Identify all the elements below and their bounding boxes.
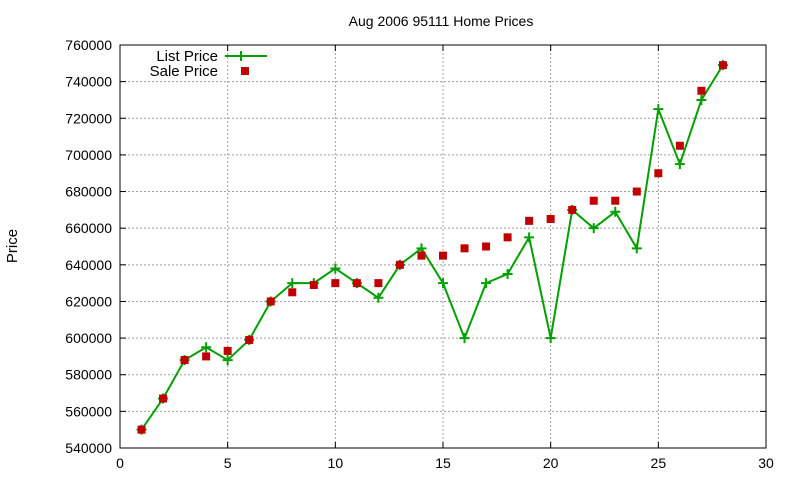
data-point-sale-price <box>288 288 297 297</box>
y-tick-label: 660000 <box>65 220 112 236</box>
data-point-list-price <box>696 94 707 105</box>
legend: List Price Sale Price <box>150 48 267 80</box>
y-tick-label: 700000 <box>65 147 112 163</box>
data-point-list-price <box>201 342 212 353</box>
data-point-list-price <box>222 355 233 366</box>
series-line-list-price <box>140 64 724 431</box>
y-tick-label: 680000 <box>65 184 112 200</box>
data-point-sale-price <box>611 196 620 205</box>
legend-label-list-price: List Price <box>156 48 218 65</box>
plot-frame <box>119 44 767 449</box>
data-point-list-price <box>631 243 642 254</box>
x-tick-label: 10 <box>328 455 344 471</box>
y-axis-label: Price <box>4 229 21 263</box>
data-point-list-price <box>674 159 685 170</box>
y-tick-label: 560000 <box>65 403 112 419</box>
data-point-list-price <box>438 278 448 289</box>
data-point-sale-price <box>245 335 254 344</box>
y-tick-label: 600000 <box>65 330 112 346</box>
data-point-sale-price <box>309 280 318 289</box>
data-point-sale-price <box>546 215 555 224</box>
data-point-sale-price <box>266 297 275 306</box>
data-point-sale-price <box>137 425 146 434</box>
data-point-sale-price <box>568 205 577 214</box>
data-point-list-price <box>459 333 470 344</box>
x-tick-label: 5 <box>224 455 232 471</box>
legend-label-sale-price: Sale Price <box>150 63 218 80</box>
data-point-sale-price <box>352 279 361 288</box>
data-point-list-price <box>610 206 621 217</box>
data-point-sale-price <box>159 394 168 403</box>
data-point-sale-price <box>632 187 641 196</box>
chart-title: Aug 2006 95111 Home Prices <box>349 13 534 29</box>
legend-marker-sale-price <box>241 67 249 75</box>
data-point-sale-price <box>417 251 426 260</box>
y-tick-label: 640000 <box>65 257 112 273</box>
data-point-sale-price <box>675 141 684 150</box>
legend-marker-list-price <box>236 51 246 61</box>
x-tick-label: 30 <box>758 455 774 471</box>
tick-labels: 0 5 10 15 20 25 30 540000 560000 580000 600000 6200… <box>65 37 774 471</box>
y-tick-label: 580000 <box>65 367 112 383</box>
y-tick-label: 540000 <box>65 440 112 456</box>
y-tick-label: 740000 <box>65 74 112 90</box>
data-point-list-price <box>545 333 556 344</box>
data-point-list-price <box>653 104 664 115</box>
data-point-list-price <box>524 232 535 243</box>
data-point-list-price <box>481 278 492 289</box>
data-point-sale-price <box>202 352 211 361</box>
data-point-sale-price <box>395 260 404 269</box>
y-tick-label: 760000 <box>65 37 112 53</box>
data-point-sale-price <box>180 356 189 365</box>
series-layer <box>136 60 728 435</box>
data-point-sale-price <box>589 196 598 205</box>
y-tick-label: 720000 <box>65 110 112 126</box>
data-point-list-price <box>588 223 599 234</box>
x-tick-label: 15 <box>435 455 451 471</box>
grid-lines <box>120 45 766 448</box>
data-point-sale-price <box>697 86 706 95</box>
data-point-sale-price <box>482 242 491 251</box>
x-tick-label: 20 <box>543 455 559 471</box>
x-tick-label: 0 <box>116 455 124 471</box>
data-point-sale-price <box>718 61 727 70</box>
y-tick-label: 620000 <box>65 293 112 309</box>
data-point-sale-price <box>223 346 232 355</box>
data-point-list-price <box>330 263 341 274</box>
data-point-list-price <box>502 268 513 279</box>
data-point-list-price <box>287 278 298 289</box>
data-point-sale-price <box>654 169 663 178</box>
data-point-sale-price <box>503 233 512 242</box>
data-point-sale-price <box>460 244 469 253</box>
data-point-sale-price <box>374 279 383 288</box>
data-point-sale-price <box>525 216 534 225</box>
data-point-sale-price <box>439 251 447 260</box>
data-point-list-price <box>373 292 384 303</box>
x-tick-label: 25 <box>651 455 667 471</box>
data-point-sale-price <box>331 279 340 288</box>
